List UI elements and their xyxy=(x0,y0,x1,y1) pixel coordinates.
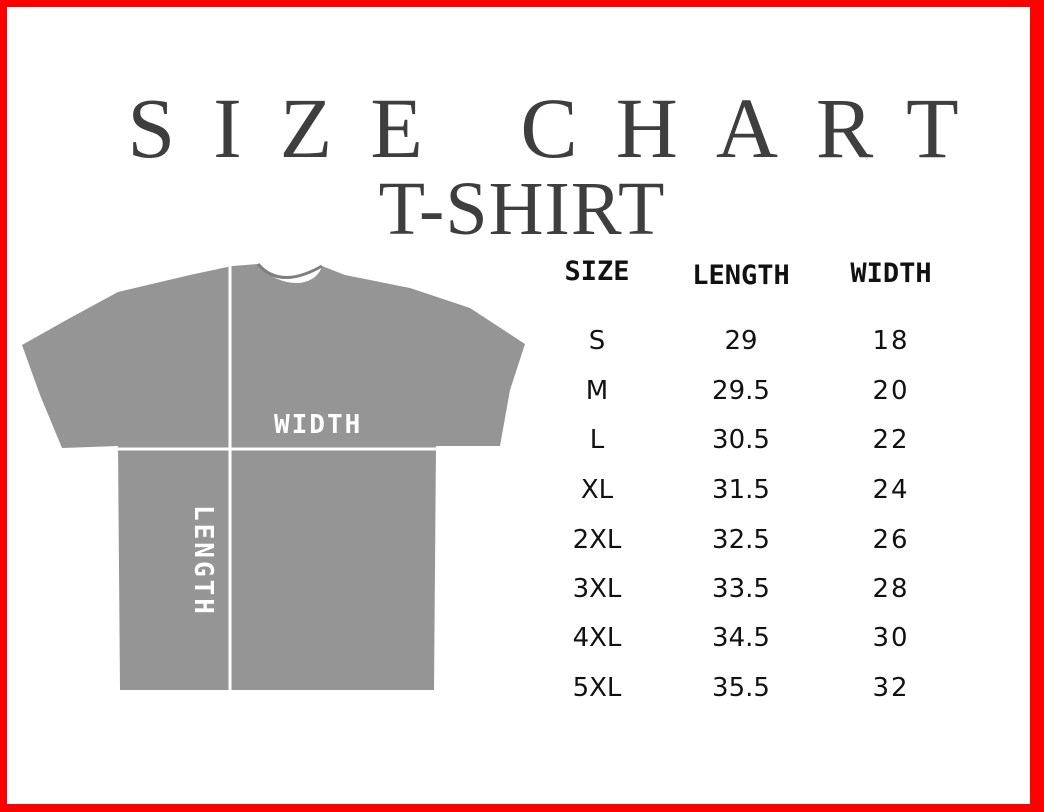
table-cell: 35.5 xyxy=(712,673,770,703)
page-title: SIZE CHART xyxy=(127,80,997,176)
width-label: WIDTH xyxy=(274,410,363,440)
table-cell: 30 xyxy=(872,623,910,653)
table-cell: XL xyxy=(580,475,614,505)
column-header: SIZE xyxy=(564,256,630,287)
table-cell: 32 xyxy=(872,673,910,703)
table-cell: 30.5 xyxy=(712,425,770,455)
table-cell: 33.5 xyxy=(712,574,770,604)
table-cell: 28 xyxy=(872,574,910,604)
table-cell: 29.5 xyxy=(712,376,770,406)
page-subtitle: T-SHIRT xyxy=(378,167,666,251)
column-header: WIDTH xyxy=(850,258,932,289)
table-cell: 2XL xyxy=(572,525,622,555)
table-cell: 32.5 xyxy=(712,525,770,555)
table-cell: 20 xyxy=(872,376,910,406)
length-label: LENGTH xyxy=(188,505,218,617)
table-cell: 5XL xyxy=(572,673,622,703)
tshirt-shape xyxy=(22,264,525,690)
column-header: LENGTH xyxy=(692,260,790,291)
table-cell: 22 xyxy=(872,425,910,455)
table-cell: 26 xyxy=(872,525,910,555)
table-cell: 18 xyxy=(872,326,910,356)
table-cell: 24 xyxy=(872,475,910,505)
table-cell: M xyxy=(585,376,609,406)
table-cell: 3XL xyxy=(572,574,622,604)
table-cell: S xyxy=(588,326,606,356)
table-cell: 4XL xyxy=(572,623,622,653)
table-cell: 31.5 xyxy=(712,475,770,505)
table-cell: 34.5 xyxy=(712,623,770,653)
table-cell: 29 xyxy=(724,326,758,356)
table-cell: L xyxy=(589,425,605,455)
